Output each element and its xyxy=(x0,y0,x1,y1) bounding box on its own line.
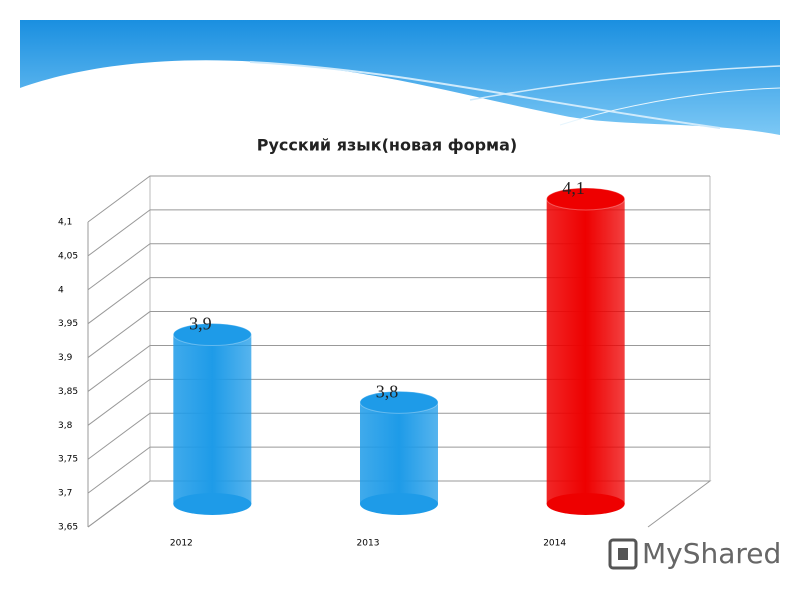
y-tick-label: 4 xyxy=(58,285,64,295)
bar xyxy=(173,334,252,504)
y-tick-label: 3,7 xyxy=(58,489,72,499)
grid-line xyxy=(87,344,710,392)
grid-line xyxy=(87,446,710,494)
grid-line xyxy=(87,480,710,528)
y-tick-label: 3,9 xyxy=(58,353,73,363)
x-tick-label: 2013 xyxy=(357,539,380,549)
grid-line xyxy=(87,209,710,257)
y-tick-label: 3,75 xyxy=(58,455,78,465)
grid-line xyxy=(87,412,710,460)
value-label: 3,8 xyxy=(376,381,399,401)
x-tick-label: 2014 xyxy=(543,539,566,549)
bar-top xyxy=(359,390,439,414)
bar xyxy=(546,199,625,504)
y-tick-label: 3,95 xyxy=(58,319,78,329)
bar xyxy=(360,402,438,504)
bar-top xyxy=(172,323,252,347)
grid-line xyxy=(87,243,710,291)
watermark-text: MyShared xyxy=(642,537,781,570)
y-tick-label: 3,85 xyxy=(58,387,78,397)
grid-line xyxy=(87,175,710,223)
bar-top xyxy=(546,187,626,211)
header-banner xyxy=(20,20,781,135)
x-tick-label: 2012 xyxy=(170,539,193,549)
y-tick-label: 4,05 xyxy=(58,251,78,261)
chart-title: Русский язык(новая форма) xyxy=(257,136,518,155)
watermark: MyShared xyxy=(608,537,781,570)
value-label: 4,1 xyxy=(562,178,585,198)
y-tick-label: 4,1 xyxy=(58,218,72,228)
y-tick-label: 3,65 xyxy=(58,523,78,533)
y-tick-label: 3,8 xyxy=(58,421,73,431)
grid-line xyxy=(87,311,710,358)
grid-line xyxy=(87,277,710,325)
grid-line xyxy=(87,378,710,426)
value-label: 3,9 xyxy=(189,314,212,334)
